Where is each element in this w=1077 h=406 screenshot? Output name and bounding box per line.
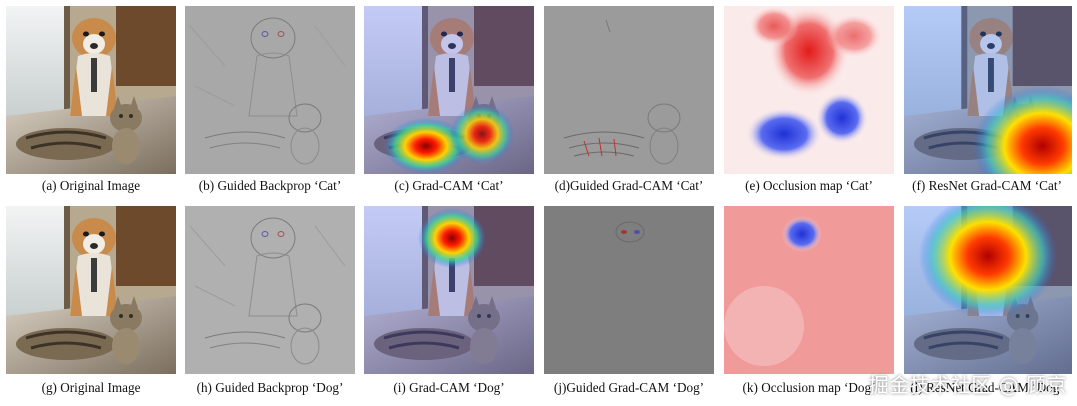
- panel-k-occlusion-dog: [724, 206, 894, 374]
- panel-b-guided-backprop-cat: [185, 6, 355, 174]
- caption-b: (b) Guided Backprop ‘Cat’: [198, 178, 342, 193]
- caption-i: (i) Grad-CAM ‘Dog’: [393, 380, 505, 395]
- panel-h-guided-backprop-dog: [185, 206, 355, 374]
- caption-j: (j)Guided Grad-CAM ‘Dog’: [553, 380, 705, 395]
- caption-g: (g) Original Image: [41, 380, 141, 395]
- panel-l-resnet-gradcam-dog: [904, 206, 1072, 374]
- caption-a: (a) Original Image: [41, 178, 141, 193]
- panel-f-resnet-gradcam-cat: [904, 6, 1072, 174]
- caption-l: (l) ResNet Grad-CAM ‘Dog’: [910, 380, 1064, 395]
- caption-c: (c) Grad-CAM ‘Cat’: [394, 178, 504, 193]
- caption-h: (h) Guided Backprop ‘Dog’: [196, 380, 344, 395]
- panel-d-guided-gradcam-cat: [544, 6, 714, 174]
- panel-g-original-image: [6, 206, 176, 374]
- caption-e: (e) Occlusion map ‘Cat’: [745, 178, 873, 193]
- caption-k: (k) Occlusion map ‘Dog’: [742, 380, 876, 395]
- panel-i-gradcam-dog: [364, 206, 534, 374]
- panel-a-original-image: [6, 6, 176, 174]
- panel-c-gradcam-cat: [364, 6, 534, 174]
- panel-j-guided-gradcam-dog: [544, 206, 714, 374]
- panel-e-occlusion-cat: [724, 6, 894, 174]
- caption-d: (d)Guided Grad-CAM ‘Cat’: [554, 178, 704, 193]
- caption-f: (f) ResNet Grad-CAM ‘Cat’: [912, 178, 1062, 193]
- watermark: 掘金技术社区 @ 顾京: [868, 373, 1067, 397]
